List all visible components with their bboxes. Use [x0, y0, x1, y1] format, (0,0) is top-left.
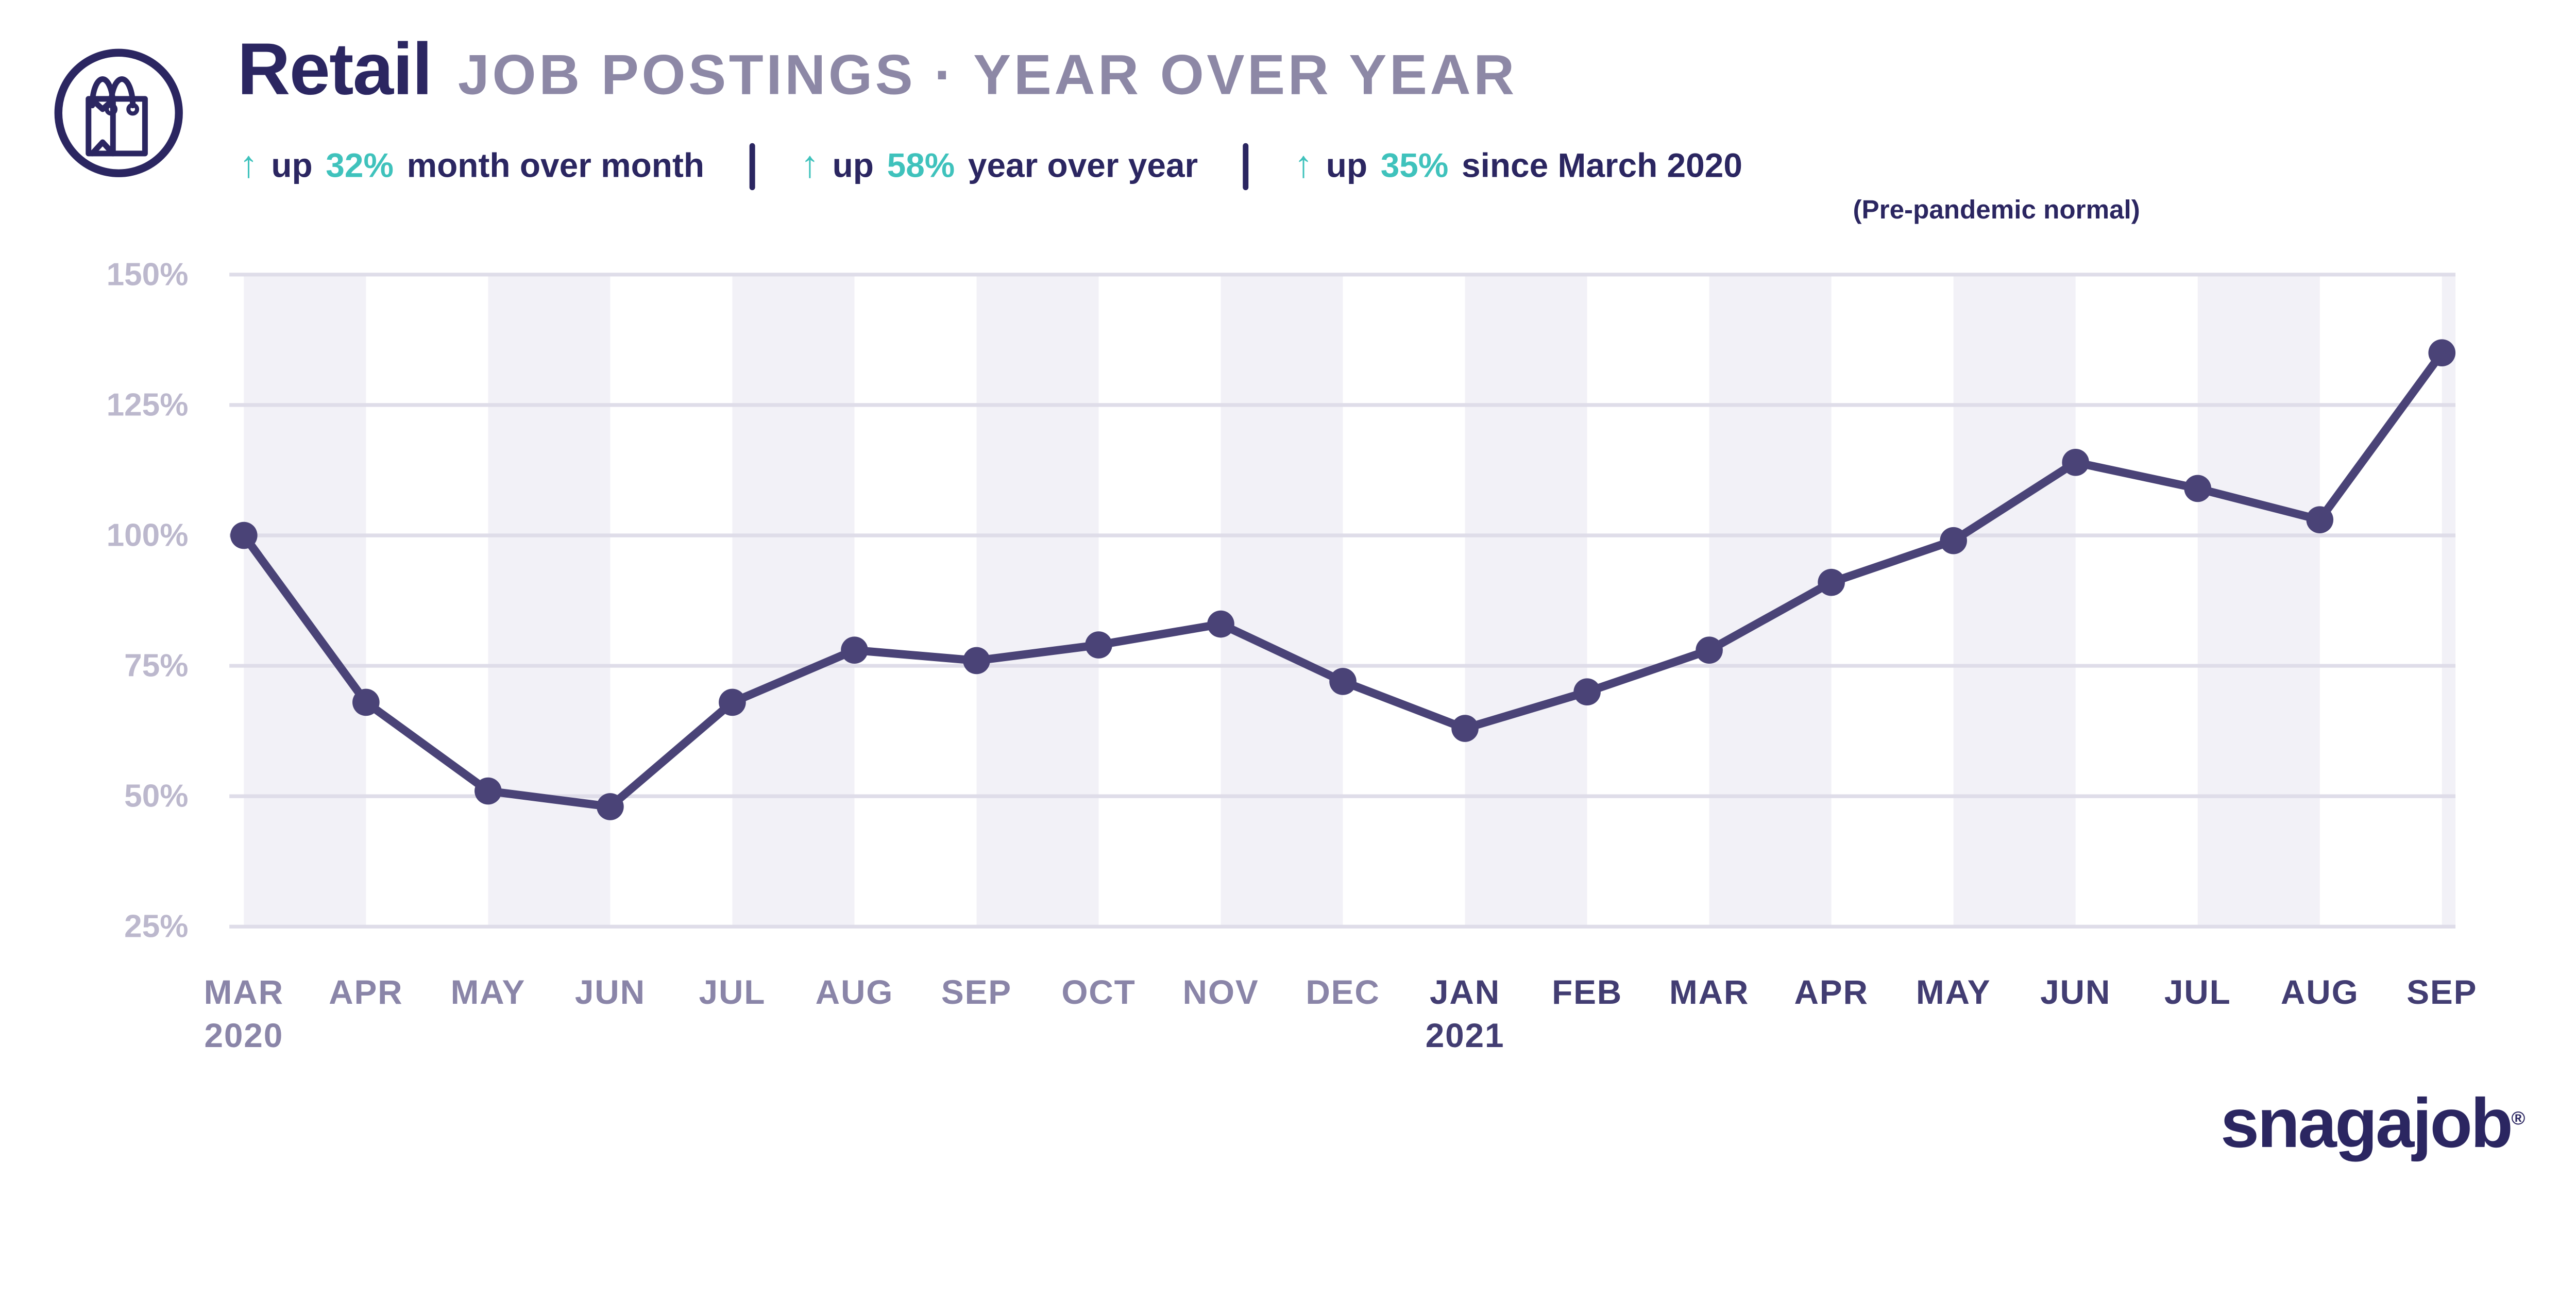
x-tick-label: MAR [1669, 973, 1749, 1011]
data-point [2062, 449, 2090, 476]
month-band [488, 274, 611, 927]
x-tick-label: AUG [2281, 973, 2359, 1011]
data-point [1085, 631, 1112, 659]
up-arrow-icon: ↑ [239, 145, 258, 187]
month-band [2197, 274, 2320, 927]
x-tick-label: NOV [1183, 973, 1259, 1011]
x-tick-label: APR [1794, 973, 1868, 1011]
data-point [230, 521, 258, 549]
month-band [1953, 274, 2076, 927]
registered-mark: ® [2511, 1109, 2526, 1130]
data-point [474, 777, 502, 805]
x-tick-label: JUN [575, 973, 646, 1011]
header: Retail JOB POSTINGS · YEAR OVER YEAR [238, 30, 1517, 113]
x-tick-label: JUL [2164, 973, 2231, 1011]
x-tick-label: MAY [451, 973, 526, 1011]
stat-value: 32% [326, 147, 394, 185]
stat-year-over-year: ↑ up 58% year over year [800, 145, 1198, 188]
stat-divider [1243, 143, 1249, 191]
x-tick-label: SEP [941, 973, 1012, 1011]
x-tick-year-label: 2020 [205, 1016, 284, 1054]
y-tick-label: 100% [107, 518, 189, 553]
data-point [597, 793, 624, 820]
month-band [1465, 274, 1587, 927]
stat-month-over-month: ↑ up 32% month over month [239, 145, 704, 188]
data-point [719, 688, 746, 716]
shopping-bag-icon [54, 48, 183, 177]
data-point [1818, 568, 1845, 596]
data-point [963, 647, 990, 675]
data-point [352, 688, 380, 716]
month-band [976, 274, 1099, 927]
up-arrow-icon: ↑ [800, 145, 820, 187]
stat-since-march-2020: ↑ up 35% since March 2020 [1294, 145, 1742, 188]
y-tick-label: 150% [107, 257, 189, 292]
x-tick-label: JUN [2040, 973, 2111, 1011]
x-tick-label: SEP [2406, 973, 2477, 1011]
data-point [2184, 475, 2212, 502]
stat-prefix: up [832, 147, 874, 185]
pre-pandemic-note: (Pre-pandemic normal) [1853, 194, 2140, 224]
data-point [2306, 506, 2334, 533]
page-title: Retail [237, 30, 433, 111]
data-point [1696, 636, 1723, 664]
snagajob-logo: snagajob® [2221, 1085, 2525, 1164]
month-band [1221, 274, 1343, 927]
x-tick-label: JUL [699, 973, 766, 1011]
stat-prefix: up [271, 147, 313, 185]
data-point [841, 636, 868, 664]
data-point [1573, 678, 1601, 706]
month-band [2442, 274, 2456, 927]
month-band [1709, 274, 1832, 927]
y-tick-label: 50% [124, 779, 188, 814]
y-tick-label: 75% [124, 648, 188, 684]
data-point [1207, 610, 1234, 638]
stat-divider [749, 143, 755, 191]
stat-suffix: month over month [406, 147, 705, 185]
stat-value: 35% [1380, 147, 1449, 185]
x-tick-label: AUG [816, 973, 894, 1011]
data-point [1329, 668, 1357, 695]
logo-text: snagajob [2220, 1085, 2513, 1163]
x-tick-label: APR [329, 973, 403, 1011]
x-tick-label: FEB [1552, 973, 1622, 1011]
up-arrow-icon: ↑ [1294, 145, 1313, 187]
stat-suffix: since March 2020 [1461, 147, 1742, 185]
data-point [2428, 339, 2456, 367]
stat-value: 58% [887, 147, 955, 185]
yoy-line-chart: 150% 125% 100% 75% 50% 25% MAR 2020 APR MAY JUN JUL… [107, 257, 2477, 1054]
data-point [1940, 527, 1967, 554]
x-tick-label: MAR [204, 973, 284, 1011]
stats-row: ↑ up 32% month over month ↑ up 58% year … [239, 143, 1742, 191]
page-subtitle: JOB POSTINGS · YEAR OVER YEAR [457, 45, 1517, 108]
month-band [244, 274, 366, 927]
x-tick-year-label: 2021 [1426, 1016, 1505, 1054]
y-tick-label: 25% [124, 909, 188, 945]
x-tick-label: MAY [1916, 973, 1991, 1011]
x-tick-label: DEC [1306, 973, 1380, 1011]
y-tick-label: 125% [107, 387, 189, 423]
x-tick-label: JAN [1430, 973, 1500, 1011]
infographic: Retail JOB POSTINGS · YEAR OVER YEAR ↑ u… [54, 30, 2526, 1164]
data-point [1451, 715, 1479, 742]
stat-suffix: year over year [968, 147, 1198, 185]
month-band [732, 274, 855, 927]
stat-prefix: up [1326, 147, 1368, 185]
x-tick-label: OCT [1061, 973, 1136, 1011]
